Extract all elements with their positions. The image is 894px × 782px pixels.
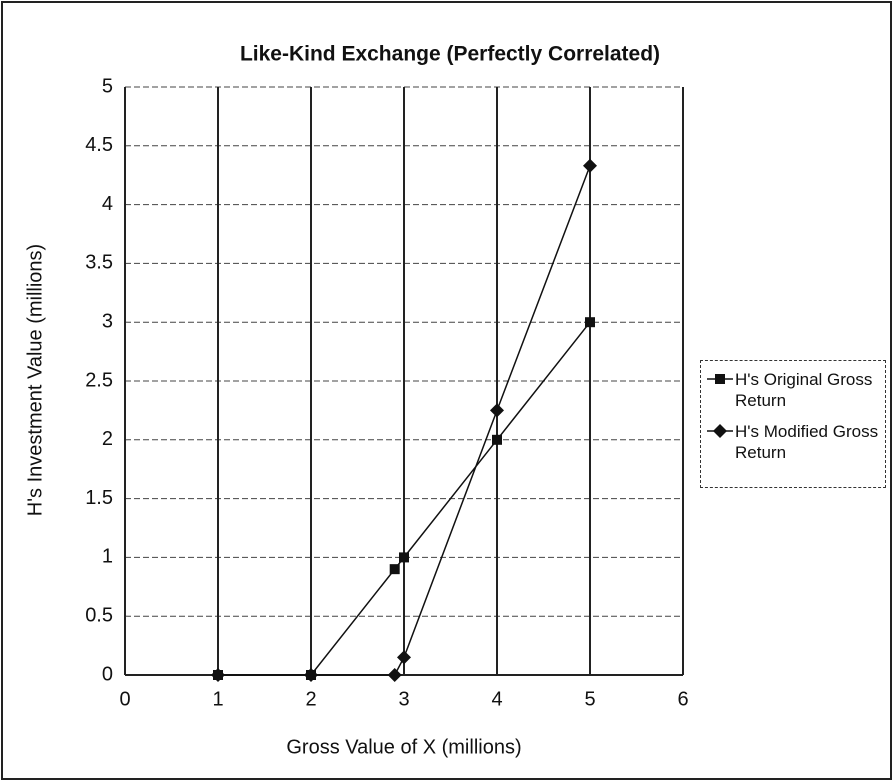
- marker: [304, 668, 318, 682]
- y-tick-label: 4.5: [85, 134, 113, 156]
- y-tick-label: 1.5: [85, 487, 113, 509]
- legend: H's Original Gross Return H's Modified Gr…: [700, 360, 886, 488]
- y-tick-label: 2.5: [85, 369, 113, 391]
- y-tick-label: 3: [102, 310, 113, 332]
- legend-entry: H's Modified Gross Return: [705, 421, 881, 463]
- y-tick-label: 0: [102, 663, 113, 685]
- y-tick-label: 4: [102, 193, 113, 215]
- x-axis-label: Gross Value of X (millions): [286, 736, 521, 758]
- legend-swatch: [707, 374, 733, 384]
- y-axis-label: H's Investment Value (millions): [24, 244, 46, 516]
- marker: [387, 668, 402, 682]
- y-tick-label: 0.5: [85, 604, 113, 626]
- x-tick-label: 4: [491, 688, 502, 710]
- marker: [211, 668, 225, 682]
- legend-label: H's Original Gross Return: [735, 370, 873, 410]
- marker: [399, 552, 409, 563]
- marker: [397, 650, 411, 665]
- x-tick-label: 1: [212, 688, 223, 710]
- legend-label: H's Modified Gross Return: [735, 422, 879, 462]
- marker: [492, 434, 502, 445]
- x-tick-label: 0: [119, 688, 130, 710]
- y-tick-label: 2: [102, 428, 113, 450]
- y-tick-label: 1: [102, 546, 113, 568]
- marker: [713, 424, 727, 438]
- x-tick-label: 2: [305, 688, 316, 710]
- marker: [715, 374, 725, 384]
- series-line: [218, 165, 591, 676]
- x-tick-label: 6: [677, 688, 688, 710]
- legend-swatch: [707, 424, 733, 438]
- x-tick-label: 5: [584, 688, 595, 710]
- marker: [389, 564, 400, 575]
- y-tick-label: 3.5: [85, 252, 113, 274]
- x-tick-label: 3: [398, 688, 409, 710]
- marker: [490, 403, 504, 418]
- chart-title: Like-Kind Exchange (Perfectly Correlated…: [240, 43, 660, 66]
- legend-entry: H's Original Gross Return: [705, 369, 881, 411]
- y-tick-label: 5: [102, 75, 113, 97]
- marker: [583, 158, 597, 173]
- marker: [585, 317, 595, 328]
